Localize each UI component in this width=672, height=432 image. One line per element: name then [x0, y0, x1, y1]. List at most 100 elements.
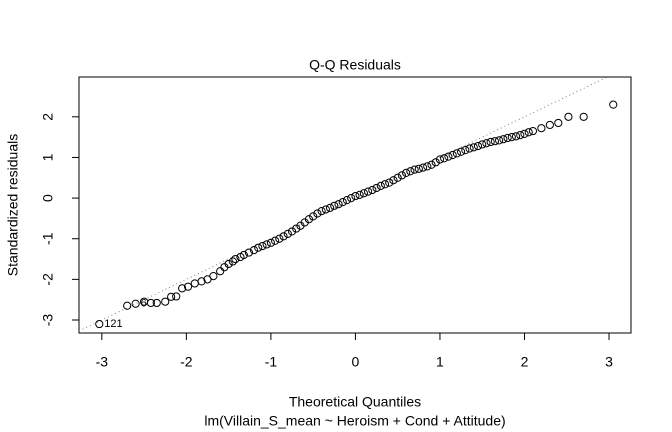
point: [376, 181, 385, 191]
point: [410, 165, 419, 174]
point: [321, 205, 330, 214]
point: [414, 164, 423, 173]
point: [161, 297, 170, 306]
point: [309, 212, 318, 221]
point: [334, 200, 343, 209]
point: [444, 152, 453, 161]
point: [495, 136, 504, 145]
point: [131, 299, 140, 308]
point: [380, 180, 390, 189]
point: [452, 149, 461, 158]
x-tick-label: 0: [352, 354, 360, 370]
point: [461, 146, 470, 155]
point: [456, 147, 466, 156]
point: [554, 118, 563, 128]
point: [183, 282, 193, 291]
y-tick-label: -1: [40, 232, 56, 245]
point: [152, 298, 161, 308]
y-tick-label: 1: [40, 153, 56, 161]
point: [266, 238, 275, 247]
point: [469, 143, 478, 152]
point: [418, 163, 428, 172]
point: [507, 133, 516, 142]
point: [486, 137, 495, 147]
point: [520, 129, 529, 138]
point: [431, 158, 440, 167]
point: [292, 224, 301, 233]
x-tick-label: -3: [96, 354, 109, 370]
point: [427, 160, 436, 169]
x-tick-label: 2: [521, 354, 529, 370]
point: [224, 259, 233, 269]
point: [372, 183, 381, 193]
y-axis-label: Standardized residuals: [5, 134, 21, 276]
point: [478, 140, 487, 149]
x-tick-label: 3: [605, 354, 613, 370]
point: [123, 301, 132, 310]
y-tick-label: 0: [40, 194, 56, 202]
point: [167, 292, 176, 301]
point: [368, 185, 377, 195]
y-tick-label: 2: [40, 113, 56, 121]
point: [172, 292, 181, 301]
point: [283, 229, 292, 238]
point: [503, 133, 512, 143]
point: [473, 141, 483, 151]
point: [287, 227, 297, 236]
point: [347, 193, 356, 203]
point: [490, 137, 500, 146]
point: [178, 284, 187, 293]
point: [516, 131, 525, 140]
y-tick-label: -2: [40, 273, 56, 286]
point: [325, 203, 335, 212]
point: [231, 254, 240, 264]
point: [249, 246, 259, 255]
point: [440, 154, 449, 163]
point: [511, 132, 521, 141]
point: [146, 298, 155, 308]
point: [359, 189, 368, 198]
point: [330, 201, 339, 210]
point: [254, 243, 263, 252]
point: [216, 267, 225, 276]
point: [609, 100, 618, 109]
point: [397, 171, 407, 180]
point: [304, 215, 314, 224]
point: [262, 240, 271, 249]
plot-area: [79, 77, 618, 332]
point: [342, 196, 352, 205]
point: [239, 250, 248, 260]
x-axis-label: Theoretical Quantiles: [289, 394, 421, 410]
point: [435, 155, 445, 164]
point: [355, 190, 364, 199]
point: [406, 167, 415, 176]
point: [545, 120, 554, 130]
point: [465, 144, 474, 153]
point: [95, 319, 104, 329]
point: [244, 248, 254, 257]
plot-frame: [78, 76, 632, 334]
point: [524, 128, 533, 137]
point: [499, 135, 508, 144]
point: [279, 232, 288, 241]
point: [271, 236, 280, 245]
point: [393, 173, 402, 182]
point: [190, 279, 199, 288]
point: [313, 209, 322, 218]
x-tick-label: 1: [436, 354, 444, 370]
y-tick-label: -3: [40, 314, 56, 327]
point: [351, 191, 360, 201]
point: [482, 139, 491, 148]
point: [448, 150, 457, 160]
point: [402, 168, 411, 177]
point: [385, 178, 394, 187]
point: [528, 126, 538, 136]
point-label: 6: [141, 298, 147, 310]
x-tick-label: -2: [180, 354, 193, 370]
point: [317, 206, 326, 216]
point: [423, 162, 432, 171]
point: [197, 277, 206, 286]
point: [579, 112, 588, 121]
point: [228, 257, 237, 266]
